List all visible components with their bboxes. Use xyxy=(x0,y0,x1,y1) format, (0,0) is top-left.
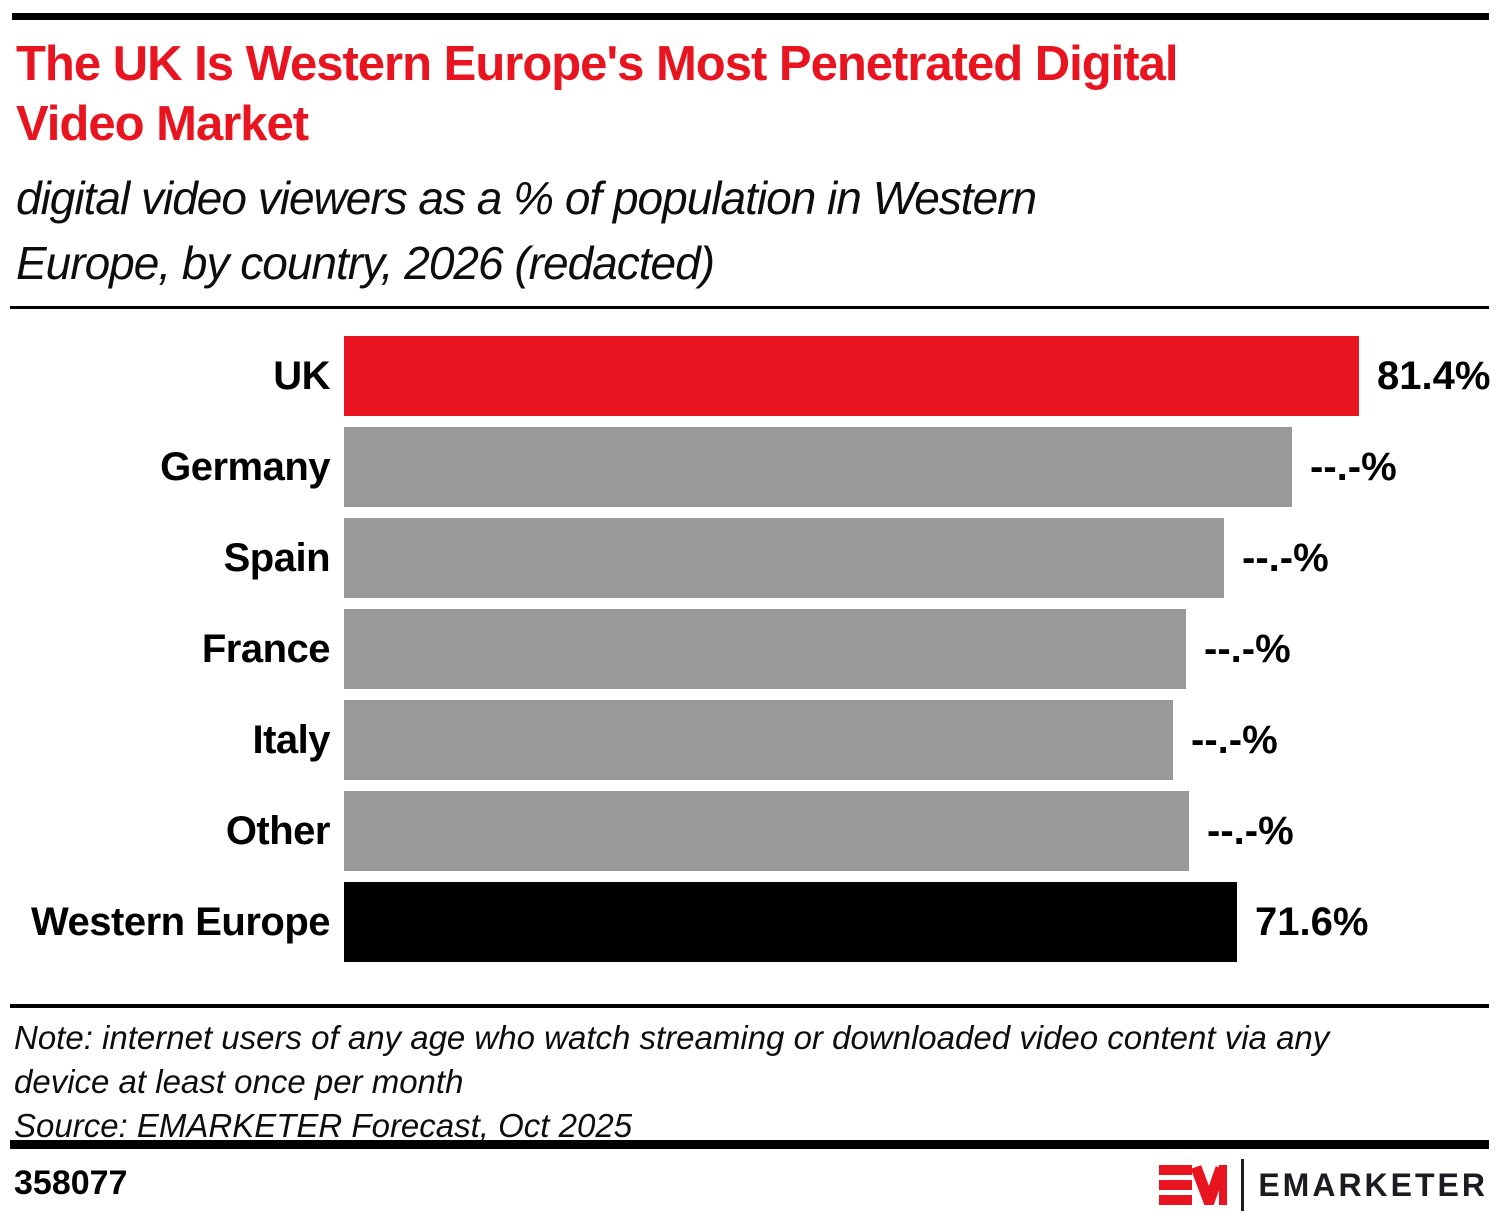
chart-title-line-1: The UK Is Western Europe's Most Penetrat… xyxy=(16,37,1178,91)
bar-label-western-europe: Western Europe xyxy=(31,899,331,944)
chart-title-line-2: Video Market xyxy=(16,97,309,151)
chart-subtitle: digital video viewers as a % of populati… xyxy=(16,166,1486,296)
footer-bar xyxy=(10,1140,1489,1149)
title-divider xyxy=(10,306,1489,309)
chart-title: The UK Is Western Europe's Most Penetrat… xyxy=(16,34,1486,154)
bar-label-uk: UK xyxy=(273,353,330,398)
note-line-2: device at least once per month xyxy=(14,1063,464,1100)
value-label-uk: 81.4% xyxy=(1377,353,1491,398)
bar-label-spain: Spain xyxy=(223,535,331,580)
bar-label-germany: Germany xyxy=(160,444,330,489)
chart-row: Italy --.-% xyxy=(0,700,1499,780)
bar-other xyxy=(344,791,1189,871)
logo-divider xyxy=(1241,1159,1245,1211)
chart-row: UK 81.4% xyxy=(0,336,1499,416)
bar-germany xyxy=(344,427,1292,507)
value-label-western-europe: 71.6% xyxy=(1255,899,1369,944)
chart-row: Germany --.-% xyxy=(0,427,1499,507)
value-label-other: --.-% xyxy=(1207,808,1294,853)
value-label-italy: --.-% xyxy=(1191,717,1278,762)
value-label-spain: --.-% xyxy=(1242,535,1329,580)
source-line: Source: EMARKETER Forecast, Oct 2025 xyxy=(14,1107,633,1144)
bar-chart: UK 81.4% Germany --.-% Spain --.-% France --.-%… xyxy=(0,336,1499,962)
value-label-france: --.-% xyxy=(1204,626,1291,671)
chart-subtitle-line-1: digital video viewers as a % of populati… xyxy=(16,172,1037,224)
bar-france xyxy=(344,609,1186,689)
chart-row: Western Europe 71.6% xyxy=(0,882,1499,962)
chart-row: France --.-% xyxy=(0,609,1499,689)
bar-uk xyxy=(344,336,1359,416)
emarketer-logo: EMARKETER xyxy=(1159,1158,1488,1212)
value-label-germany: --.-% xyxy=(1310,444,1397,489)
bar-label-france: France xyxy=(201,626,331,671)
bar-italy xyxy=(344,700,1173,780)
chart-subtitle-line-2: Europe, by country, 2026 (redacted) xyxy=(16,237,715,289)
top-accent-bar xyxy=(12,13,1489,20)
bar-western-europe xyxy=(344,882,1237,962)
bar-spain xyxy=(344,518,1224,598)
logo-wordmark: EMARKETER xyxy=(1258,1166,1488,1203)
bar-label-italy: Italy xyxy=(252,717,330,762)
note-divider xyxy=(10,1004,1489,1008)
bar-label-other: Other xyxy=(225,808,331,853)
em-logo-mark-icon xyxy=(1159,1165,1228,1205)
chart-note: Note: internet users of any age who watc… xyxy=(14,1016,1484,1148)
chart-id: 358077 xyxy=(14,1164,128,1202)
chart-row: Spain --.-% xyxy=(0,518,1499,598)
note-line-1: Note: internet users of any age who watc… xyxy=(14,1019,1330,1056)
chart-row: Other --.-% xyxy=(0,791,1499,871)
